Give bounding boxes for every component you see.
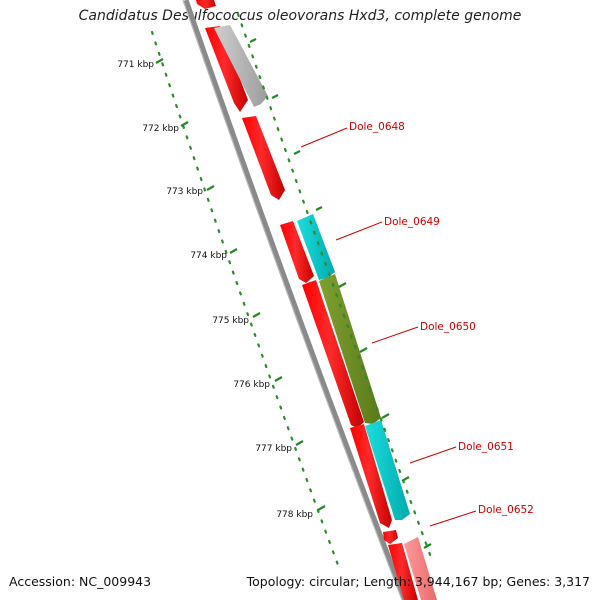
outer-tick-marks (249, 38, 432, 549)
ruler-tick (295, 440, 304, 446)
gene-reverse-strand[interactable] (205, 26, 248, 112)
ruler-tick (274, 376, 283, 382)
callout-leader (371, 326, 419, 344)
gene-reverse-strand[interactable] (196, 0, 216, 9)
callout-leader (409, 446, 457, 464)
gene-label-dole-0651[interactable]: Dole_0651 (458, 441, 514, 453)
gene-forward-strand[interactable] (404, 537, 437, 600)
gene-reverse-strand[interactable] (388, 543, 418, 600)
ruler-tick (317, 505, 326, 511)
ruler-tick (206, 185, 215, 191)
ruler-label: 775 kbp (212, 316, 249, 326)
ruler-label: 773 kbp (166, 187, 203, 197)
ruler-dotted-line (150, 30, 340, 567)
ruler-label: 771 kbp (117, 60, 154, 70)
gene-label-dole-0652[interactable]: Dole_0652 (478, 504, 534, 516)
gene-reverse-strand[interactable] (383, 530, 398, 544)
gene-reverse-strand[interactable] (302, 280, 364, 428)
gene-callouts: Dole_0648 Dole_0649 Dole_0650 Dole_0651 … (300, 121, 534, 527)
ruler-label: 776 kbp (233, 380, 270, 390)
genome-backbone (183, 0, 408, 600)
ruler-tick (229, 248, 238, 254)
callout-leader (300, 127, 348, 148)
accession-label: Accession: NC_009943 (9, 574, 152, 589)
outer-dotted-track (236, 12, 434, 562)
gene-forward-strand[interactable] (214, 25, 268, 107)
gene-reverse-strand[interactable] (242, 116, 285, 200)
gene-label-dole-0650[interactable]: Dole_0650 (420, 321, 476, 333)
callout-leader (429, 510, 477, 527)
gene-forward-strand[interactable] (319, 274, 381, 424)
ruler-tick (155, 58, 164, 64)
ruler-label: 778 kbp (276, 510, 313, 520)
genome-stats: Topology: circular; Length: 3,944,167 bp… (246, 574, 590, 589)
gene-forward-strand[interactable] (365, 420, 410, 520)
gene-label-dole-0649[interactable]: Dole_0649 (384, 216, 440, 228)
gene-label-dole-0648[interactable]: Dole_0648 (349, 121, 405, 133)
ruler-label: 777 kbp (255, 444, 292, 454)
ruler-tick (180, 121, 189, 127)
ruler-labels: 771 kbp 772 kbp 773 kbp 774 kbp 775 kbp … (117, 60, 313, 520)
ruler-label: 772 kbp (142, 124, 179, 134)
ruler-tick-marks (155, 58, 326, 511)
ruler-label: 774 kbp (190, 251, 227, 261)
gene-reverse-strand[interactable] (350, 424, 392, 528)
gene-reverse-strand[interactable] (280, 221, 314, 283)
ruler-tick (252, 312, 261, 318)
callout-leader (335, 221, 383, 241)
